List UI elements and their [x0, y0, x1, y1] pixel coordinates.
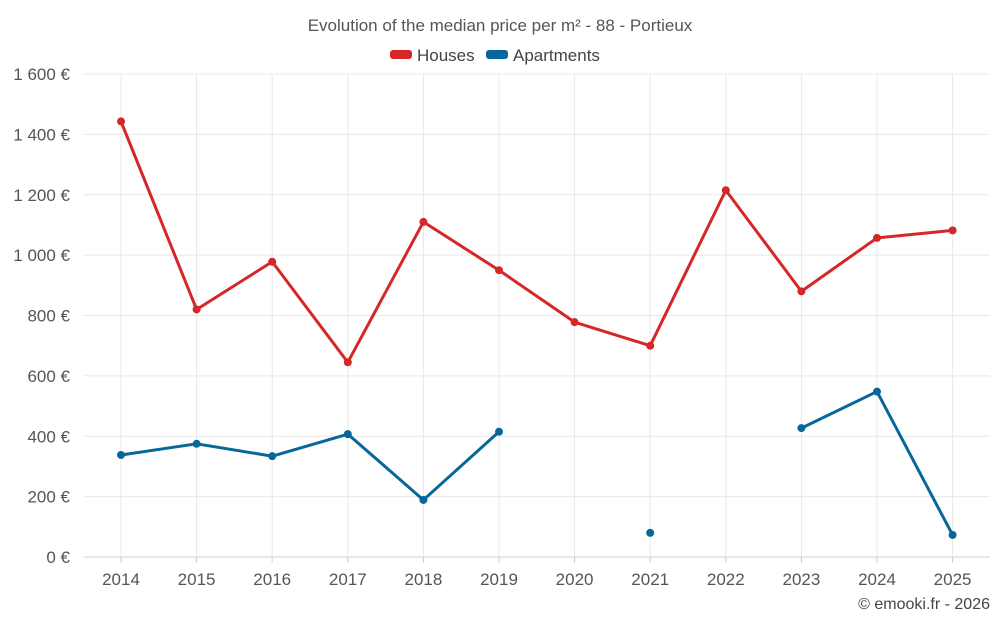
y-tick-label: 1 000 €	[13, 246, 70, 265]
data-point-apartments[interactable]	[873, 387, 881, 396]
legend-item-apartments[interactable]: Apartments	[486, 46, 600, 65]
x-tick-label: 2016	[253, 570, 291, 589]
y-tick-label: 1 600 €	[13, 65, 70, 84]
data-point-houses[interactable]	[268, 257, 277, 266]
x-tick-label: 2015	[178, 570, 216, 589]
y-tick-label: 600 €	[27, 367, 70, 386]
y-axis-labels: 0 € 200 € 400 € 600 € 800 € 1 000 € 1 200 € 1 4…	[13, 65, 70, 567]
series-layer	[117, 117, 957, 539]
x-tick-label: 2019	[480, 570, 518, 589]
y-tick-label: 400 €	[27, 427, 70, 446]
data-point-apartments[interactable]	[343, 430, 352, 439]
data-point-houses[interactable]	[948, 226, 957, 235]
y-tick-label: 200 €	[27, 488, 70, 507]
legend-item-houses[interactable]: Houses	[390, 46, 475, 65]
data-point-apartments[interactable]	[495, 427, 503, 436]
x-tick-label: 2025	[934, 570, 972, 589]
y-tick-label: 800 €	[27, 307, 70, 326]
x-tick-label: 2020	[556, 570, 594, 589]
data-point-houses[interactable]	[570, 318, 579, 327]
y-tick-label: 0 €	[46, 548, 70, 567]
x-tick-label: 2018	[404, 570, 442, 589]
data-point-houses[interactable]	[721, 186, 730, 195]
x-tick-label: 2014	[102, 570, 140, 589]
legend-swatch-houses	[390, 50, 412, 59]
x-tick-label: 2023	[782, 570, 820, 589]
data-point-apartments[interactable]	[192, 439, 201, 448]
legend: Houses Apartments	[390, 46, 600, 65]
x-tick-label: 2022	[707, 570, 745, 589]
data-point-houses[interactable]	[646, 341, 655, 350]
x-axis-labels: 2014 2015 2016 2017 2018 2019 2020 2021 2022 2023…	[102, 570, 971, 589]
data-point-houses[interactable]	[873, 233, 881, 242]
data-point-apartments[interactable]	[797, 424, 806, 433]
x-gridlines	[120, 74, 954, 563]
data-point-apartments[interactable]	[268, 452, 277, 461]
y-gridlines	[84, 73, 990, 498]
data-point-apartments[interactable]	[419, 495, 428, 504]
y-tick-label: 1 400 €	[13, 125, 70, 144]
data-point-houses[interactable]	[495, 266, 503, 275]
x-tick-label: 2024	[858, 570, 896, 589]
series-apartments	[117, 387, 957, 539]
series-line-houses	[119, 120, 953, 364]
data-point-apartments[interactable]	[948, 530, 957, 539]
data-point-houses[interactable]	[419, 217, 428, 226]
y-tick-label: 1 200 €	[13, 186, 70, 205]
legend-label-houses: Houses	[417, 46, 475, 65]
data-point-houses[interactable]	[117, 117, 125, 126]
series-line-apartments	[120, 430, 501, 502]
legend-swatch-apartments	[486, 50, 508, 59]
legend-label-apartments: Apartments	[513, 46, 600, 65]
series-houses	[117, 117, 957, 367]
credit-text: © emooki.fr - 2026	[858, 596, 990, 613]
x-tick-label: 2017	[329, 570, 367, 589]
data-point-apartments[interactable]	[646, 528, 655, 537]
data-point-apartments[interactable]	[117, 450, 125, 459]
data-point-houses[interactable]	[192, 305, 201, 314]
chart-title: Evolution of the median price per m² - 8…	[308, 16, 693, 35]
data-point-houses[interactable]	[343, 358, 352, 367]
x-tick-label: 2021	[631, 570, 669, 589]
data-point-houses[interactable]	[797, 287, 806, 296]
